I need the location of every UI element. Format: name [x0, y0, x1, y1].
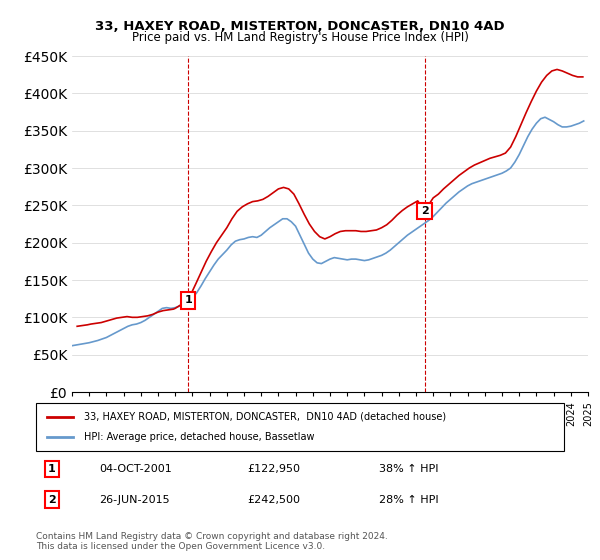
Text: 04-OCT-2001: 04-OCT-2001 — [100, 464, 172, 474]
Text: £242,500: £242,500 — [247, 495, 300, 505]
Text: 1: 1 — [184, 295, 192, 305]
Text: 2: 2 — [48, 495, 56, 505]
Text: 33, HAXEY ROAD, MISTERTON, DONCASTER,  DN10 4AD (detached house): 33, HAXEY ROAD, MISTERTON, DONCASTER, DN… — [83, 412, 446, 422]
FancyBboxPatch shape — [36, 403, 564, 451]
Text: £122,950: £122,950 — [247, 464, 300, 474]
Text: 28% ↑ HPI: 28% ↑ HPI — [379, 495, 439, 505]
Text: 26-JUN-2015: 26-JUN-2015 — [100, 495, 170, 505]
Text: 33, HAXEY ROAD, MISTERTON, DONCASTER, DN10 4AD: 33, HAXEY ROAD, MISTERTON, DONCASTER, DN… — [95, 20, 505, 32]
Text: HPI: Average price, detached house, Bassetlaw: HPI: Average price, detached house, Bass… — [83, 432, 314, 442]
Text: 2: 2 — [421, 206, 428, 216]
Text: Contains HM Land Registry data © Crown copyright and database right 2024.
This d: Contains HM Land Registry data © Crown c… — [36, 532, 388, 552]
Text: 38% ↑ HPI: 38% ↑ HPI — [379, 464, 439, 474]
Text: 1: 1 — [48, 464, 56, 474]
Text: Price paid vs. HM Land Registry's House Price Index (HPI): Price paid vs. HM Land Registry's House … — [131, 31, 469, 44]
